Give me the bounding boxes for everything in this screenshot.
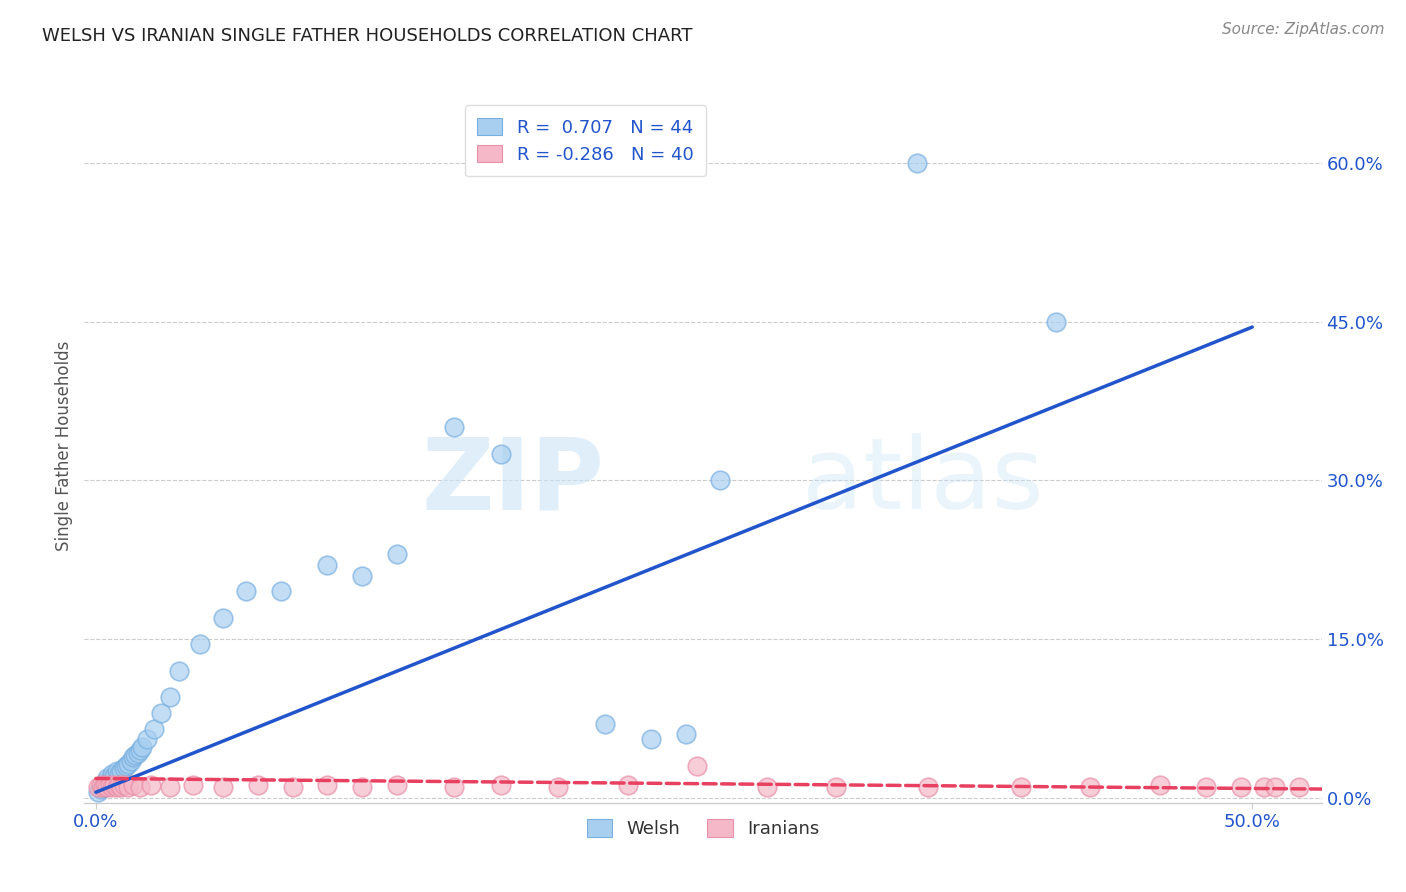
Point xyxy=(90,782,112,797)
Point xyxy=(117,780,139,794)
Legend: Welsh, Iranians: Welsh, Iranians xyxy=(578,811,828,847)
Point xyxy=(350,568,373,582)
Point xyxy=(316,778,339,792)
Point xyxy=(87,785,110,799)
Point xyxy=(167,664,190,678)
Point xyxy=(112,778,135,792)
Point xyxy=(105,764,128,778)
Point xyxy=(101,780,124,794)
Text: WELSH VS IRANIAN SINGLE FATHER HOUSEHOLDS CORRELATION CHART: WELSH VS IRANIAN SINGLE FATHER HOUSEHOLD… xyxy=(42,27,693,45)
Point xyxy=(593,716,616,731)
Point xyxy=(135,732,157,747)
Point xyxy=(281,780,304,794)
Point xyxy=(1149,778,1171,792)
Point xyxy=(94,780,117,794)
Point xyxy=(91,780,114,794)
Point xyxy=(101,767,124,781)
Point xyxy=(96,778,118,792)
Point xyxy=(825,780,848,794)
Point xyxy=(686,759,709,773)
Point xyxy=(131,739,153,754)
Point xyxy=(905,156,928,170)
Point xyxy=(640,732,662,747)
Point xyxy=(122,750,145,764)
Point xyxy=(350,780,373,794)
Point xyxy=(755,780,778,794)
Point xyxy=(117,756,139,771)
Point xyxy=(96,780,118,794)
Point xyxy=(128,743,150,757)
Point xyxy=(98,774,121,789)
Point xyxy=(124,748,146,763)
Point xyxy=(108,767,131,781)
Point xyxy=(96,772,118,786)
Point xyxy=(443,780,465,794)
Point xyxy=(235,584,257,599)
Point xyxy=(917,780,939,794)
Point xyxy=(94,778,117,792)
Point xyxy=(101,772,124,786)
Text: ZIP: ZIP xyxy=(422,434,605,530)
Point xyxy=(159,780,181,794)
Point xyxy=(385,547,408,561)
Point xyxy=(617,778,640,792)
Point xyxy=(1010,780,1032,794)
Text: Source: ZipAtlas.com: Source: ZipAtlas.com xyxy=(1222,22,1385,37)
Point xyxy=(122,778,145,792)
Point xyxy=(94,774,117,789)
Point xyxy=(1288,780,1310,794)
Point xyxy=(149,706,172,720)
Point xyxy=(675,727,697,741)
Point xyxy=(115,759,138,773)
Point xyxy=(1080,780,1102,794)
Point xyxy=(159,690,181,704)
Point xyxy=(489,778,512,792)
Point xyxy=(112,761,135,775)
Point xyxy=(87,780,110,794)
Point xyxy=(246,778,269,792)
Text: atlas: atlas xyxy=(801,434,1043,530)
Point xyxy=(212,780,235,794)
Point xyxy=(489,447,512,461)
Point xyxy=(1045,315,1067,329)
Point xyxy=(1253,780,1275,794)
Y-axis label: Single Father Households: Single Father Households xyxy=(55,341,73,551)
Point xyxy=(188,637,211,651)
Point xyxy=(105,780,128,794)
Point xyxy=(270,584,292,599)
Point xyxy=(141,778,163,792)
Point xyxy=(1264,780,1286,794)
Point xyxy=(108,778,131,792)
Point xyxy=(1195,780,1218,794)
Point xyxy=(110,780,132,794)
Point xyxy=(110,764,132,778)
Point xyxy=(98,778,121,792)
Point xyxy=(90,778,112,792)
Point xyxy=(385,778,408,792)
Point xyxy=(142,722,165,736)
Point xyxy=(547,780,569,794)
Point xyxy=(181,778,204,792)
Point xyxy=(1229,780,1251,794)
Point xyxy=(120,754,142,768)
Point xyxy=(212,611,235,625)
Point xyxy=(91,778,114,792)
Point xyxy=(127,746,149,760)
Point xyxy=(103,769,125,783)
Point xyxy=(128,780,150,794)
Point xyxy=(91,780,114,794)
Point xyxy=(709,474,731,488)
Point xyxy=(316,558,339,572)
Point xyxy=(443,420,465,434)
Point xyxy=(103,778,125,792)
